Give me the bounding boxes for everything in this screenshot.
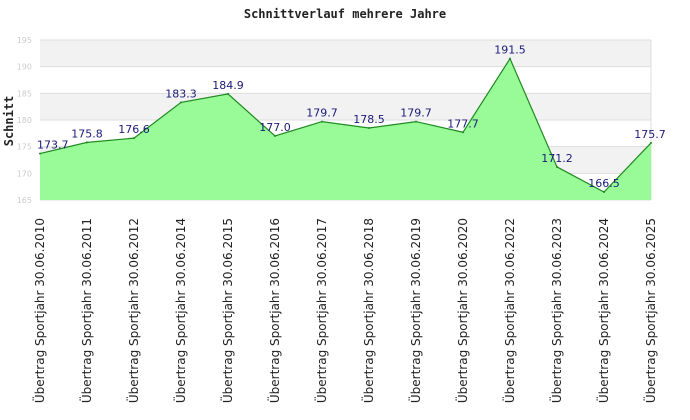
data-point <box>556 165 558 168</box>
series-area <box>39 57 652 200</box>
y-tick-label: 190 <box>17 63 32 72</box>
y-tick-label: 185 <box>17 89 32 98</box>
data-point <box>509 57 511 60</box>
grid-band <box>40 93 651 120</box>
y-tick-label: 170 <box>17 169 32 178</box>
data-point <box>650 141 652 144</box>
x-tick-label: Übertrag Sportjahr 30.06.2023 <box>548 218 564 403</box>
data-points <box>39 57 652 193</box>
data-point <box>321 120 323 123</box>
data-label: 178.5 <box>353 113 385 126</box>
data-label: 177.7 <box>447 117 479 130</box>
x-tick-label: Übertrag Sportjahr 30.06.2010 <box>31 218 47 403</box>
x-tick-label: Übertrag Sportjahr 30.06.2015 <box>219 218 235 403</box>
data-label: 175.7 <box>634 128 666 141</box>
x-tick-label: Übertrag Sportjahr 30.06.2016 <box>266 218 282 403</box>
data-label: 177.0 <box>259 121 291 134</box>
series-line <box>39 57 652 193</box>
data-point <box>86 141 88 144</box>
data-label: 183.3 <box>165 87 197 100</box>
y-tick-labels: 165 170 175 180 185 190 195 <box>17 36 32 205</box>
data-point <box>274 135 276 137</box>
data-point <box>227 92 229 95</box>
data-label: 171.2 <box>541 152 573 165</box>
data-point <box>39 152 41 155</box>
x-tick-label: Übertrag Sportjahr 30.06.2017 <box>313 218 329 403</box>
chart-title: Schnittverlauf mehrere Jahre <box>244 7 446 21</box>
data-label: 166.5 <box>588 177 620 190</box>
y-tick-label: 180 <box>17 116 32 125</box>
area-fill <box>40 58 651 200</box>
data-point <box>133 137 135 140</box>
x-tick-labels: Übertrag Sportjahr 30.06.2010 Übertrag Sp… <box>31 218 658 403</box>
grid-band <box>40 40 651 67</box>
data-label: 176.6 <box>118 123 150 136</box>
y-axis-label: Schnitt <box>2 96 16 147</box>
data-point <box>462 131 464 134</box>
data-point <box>368 127 370 129</box>
x-tick-label: Übertrag Sportjahr 30.06.2025 <box>642 218 658 403</box>
data-point <box>180 101 182 104</box>
x-tick-label: Übertrag Sportjahr 30.06.2012 <box>125 218 141 403</box>
x-tick-label: Übertrag Sportjahr 30.06.2019 <box>407 218 423 403</box>
data-label: 173.7 <box>37 139 69 152</box>
x-tick-label: Übertrag Sportjahr 30.06.2022 <box>501 218 517 403</box>
data-label: 191.5 <box>494 44 526 57</box>
data-label: 175.8 <box>71 127 103 140</box>
data-label: 179.7 <box>400 107 432 120</box>
data-point <box>415 120 417 123</box>
data-point <box>603 191 605 193</box>
x-tick-label: Übertrag Sportjahr 30.06.2014 <box>172 218 188 403</box>
data-label: 179.7 <box>306 107 338 120</box>
y-tick-label: 195 <box>17 36 32 45</box>
x-tick-label: Übertrag Sportjahr 30.06.2024 <box>595 218 611 403</box>
x-tick-label: Übertrag Sportjahr 30.06.2011 <box>78 218 94 403</box>
x-tick-label: Übertrag Sportjahr 30.06.2018 <box>360 218 376 403</box>
y-tick-label: 175 <box>17 143 32 152</box>
data-label: 184.9 <box>212 79 244 92</box>
y-tick-label: 165 <box>17 196 32 205</box>
x-tick-label: Übertrag Sportjahr 30.06.2020 <box>454 218 470 403</box>
